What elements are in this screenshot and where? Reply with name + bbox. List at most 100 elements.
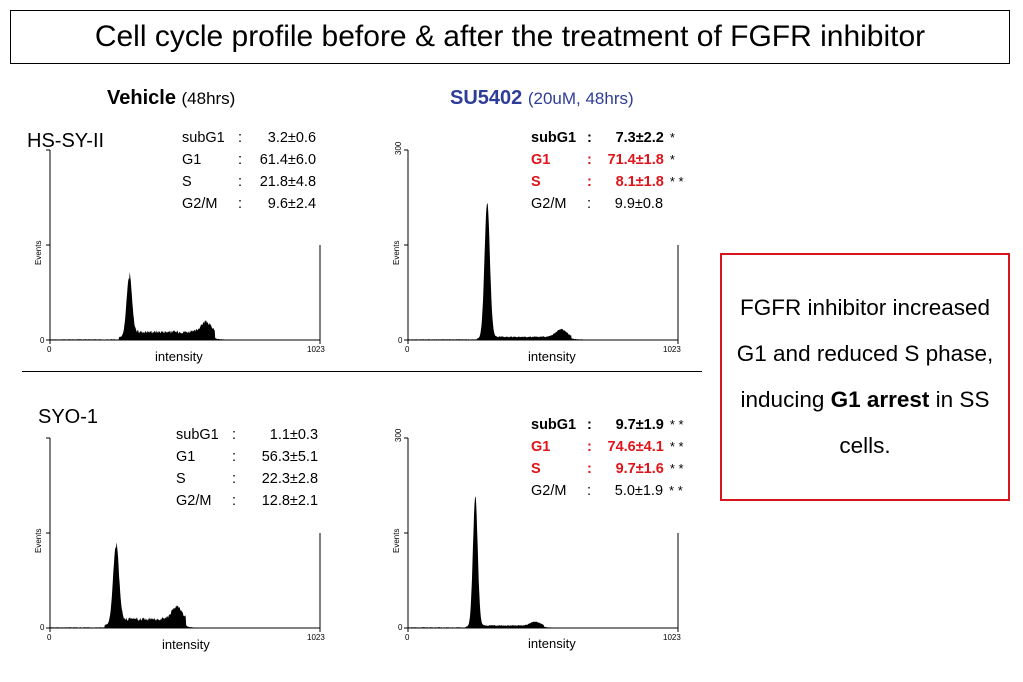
phase-value: 56.3±5.1 xyxy=(261,449,319,465)
phase-label: S xyxy=(182,174,192,190)
stats-table: subG1:3.2±0.6 G1:61.4±6.0 S:21.8±4.8 G2/… xyxy=(182,127,316,215)
conclusion-emphasis: G1 arrest xyxy=(830,387,930,412)
page-title: Cell cycle profile before & after the tr… xyxy=(10,10,1010,64)
phase-label: S xyxy=(176,471,186,487)
x-tick-label: 1023 xyxy=(307,345,325,354)
histogram-area xyxy=(50,542,320,628)
y-tick-label: 0 xyxy=(40,623,45,632)
x-axis-label: intensity xyxy=(528,636,576,651)
phase-value: 74.6±4.1 xyxy=(607,439,664,455)
stat-row: G2/M:12.8±2.1 xyxy=(176,490,318,512)
phase-label: subG1 xyxy=(176,427,219,443)
column-detail: (20uM, 48hrs) xyxy=(527,89,634,108)
phase-value: 1.1±0.3 xyxy=(269,427,319,443)
column-detail: (48hrs) xyxy=(181,89,236,108)
phase-label: G1 xyxy=(176,449,196,465)
y-axis-label: Events xyxy=(392,240,401,265)
significance-mark: * * xyxy=(669,174,684,189)
row-label-hs-sy-ii: HS-SY-II xyxy=(27,130,105,152)
y-tick-label: 0 xyxy=(398,623,403,632)
significance-mark: * * xyxy=(669,461,684,476)
x-tick-label: 1023 xyxy=(307,633,325,642)
phase-value: 71.4±1.8 xyxy=(607,152,664,168)
row-divider xyxy=(22,371,702,372)
column-name: Vehicle xyxy=(107,87,176,109)
stat-row: S:22.3±2.8 xyxy=(176,468,318,490)
x-tick-label: 1023 xyxy=(663,633,681,642)
stat-row: G2/M:5.0±1.9 * * xyxy=(531,480,684,502)
stat-row: S:21.8±4.8 xyxy=(182,171,316,193)
stat-row: S:8.1±1.8 * * xyxy=(531,171,684,193)
significance-mark: * xyxy=(669,130,675,145)
stat-row: subG1:7.3±2.2 * xyxy=(531,127,684,149)
stat-row: S:9.7±1.6 * * xyxy=(531,458,684,480)
column-header-treatment: SU5402 (20uM, 48hrs) xyxy=(450,87,634,110)
histogram-area xyxy=(408,496,678,628)
phase-value: 9.7±1.6 xyxy=(615,461,664,477)
stat-row: G2/M:9.6±2.4 xyxy=(182,193,316,215)
x-tick-label: 0 xyxy=(47,345,52,354)
stat-row: G1:61.4±6.0 xyxy=(182,149,316,171)
phase-value: 7.3±2.2 xyxy=(615,130,664,146)
x-tick-label: 0 xyxy=(405,633,410,642)
x-tick-label: 1023 xyxy=(663,345,681,354)
phase-label: S xyxy=(531,461,541,477)
significance-mark: * * xyxy=(669,483,683,498)
phase-label: G1 xyxy=(531,439,551,455)
x-axis-label: intensity xyxy=(162,637,210,652)
phase-label: G2/M xyxy=(531,196,567,212)
x-tick-label: 0 xyxy=(47,633,52,642)
phase-label: S xyxy=(531,174,541,190)
phase-value: 5.0±1.9 xyxy=(614,483,664,499)
phase-label: G2/M xyxy=(176,493,212,509)
histogram-plot xyxy=(46,149,321,344)
y-axis-label: Events xyxy=(34,240,43,265)
phase-label: subG1 xyxy=(531,130,577,146)
stat-row: subG1:1.1±0.3 xyxy=(176,424,318,446)
conclusion-text: FGFR inhibitor increased G1 and reduced … xyxy=(722,285,1008,469)
column-name: SU5402 xyxy=(450,87,523,109)
phase-label: G2/M xyxy=(182,196,218,212)
column-header-vehicle: Vehicle (48hrs) xyxy=(107,87,235,110)
phase-value: 8.1±1.8 xyxy=(615,174,664,190)
phase-label: subG1 xyxy=(182,130,225,146)
stats-table: subG1:1.1±0.3 G1:56.3±5.1 S:22.3±2.8 G2/… xyxy=(176,424,318,512)
significance-mark: * xyxy=(669,152,675,167)
x-axis-label: intensity xyxy=(528,349,576,364)
conclusion-text-start: FGFR inhibitor increased G1 and reduced … xyxy=(736,295,994,412)
phase-value: 22.3±2.8 xyxy=(261,471,319,487)
phase-value: 3.2±0.6 xyxy=(267,130,317,146)
stat-row: G1:71.4±1.8 * xyxy=(531,149,684,171)
phase-label: G2/M xyxy=(531,483,567,499)
significance-mark: * * xyxy=(669,439,684,454)
y-axis-label: Events xyxy=(34,528,43,553)
phase-label: G1 xyxy=(531,152,551,168)
stat-row: G1:74.6±4.1 * * xyxy=(531,436,684,458)
histogram-plot xyxy=(46,437,321,632)
x-axis-label: intensity xyxy=(155,349,203,364)
phase-value: 9.6±2.4 xyxy=(267,196,317,212)
histogram-plot xyxy=(404,149,679,344)
histogram-area xyxy=(50,272,320,340)
y-tick-label: 300 xyxy=(394,428,403,442)
phase-label: G1 xyxy=(182,152,202,168)
stat-row: subG1:3.2±0.6 xyxy=(182,127,316,149)
significance-mark: * * xyxy=(669,417,684,432)
y-tick-label: 0 xyxy=(398,336,403,345)
stats-table: subG1:7.3±2.2 * G1:71.4±1.8 * S:8.1±1.8 * *… xyxy=(531,127,684,215)
phase-value: 9.9±0.8 xyxy=(614,196,664,212)
row-label-syo-1: SYO-1 xyxy=(38,406,99,428)
stat-row: G1:56.3±5.1 xyxy=(176,446,318,468)
stat-row: subG1:9.7±1.9 * * xyxy=(531,414,684,436)
phase-value: 21.8±4.8 xyxy=(259,174,317,190)
y-axis-label: Events xyxy=(392,528,401,553)
stat-row: G2/M:9.9±0.8 xyxy=(531,193,684,215)
stats-table: subG1:9.7±1.9 * * G1:74.6±4.1 * * S:9.7±1.… xyxy=(531,414,684,502)
phase-value: 9.7±1.9 xyxy=(615,417,664,433)
phase-value: 12.8±2.1 xyxy=(261,493,319,509)
histogram-area xyxy=(408,203,678,340)
histogram-plot xyxy=(404,437,679,632)
y-tick-label: 300 xyxy=(394,141,403,155)
conclusion-text-end: in SS cells. xyxy=(839,387,990,458)
phase-value: 61.4±6.0 xyxy=(259,152,317,168)
